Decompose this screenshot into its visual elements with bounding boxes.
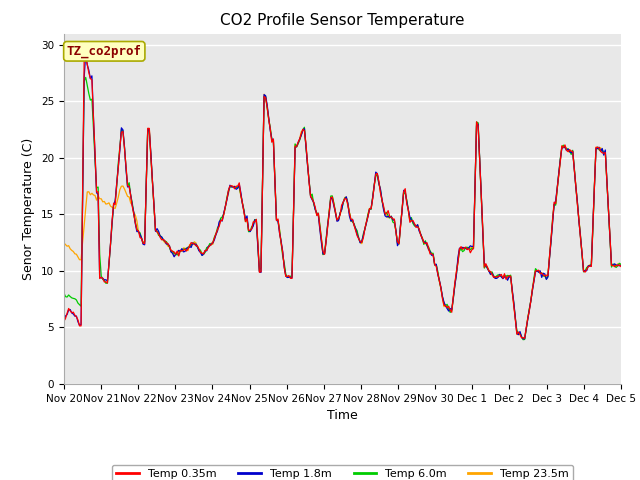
Temp 6.0m [82, 74, 90, 80]
Temp 6.0m [305, 178, 313, 183]
Temp 6.0m [589, 227, 596, 232]
Temp 0.35m [60, 318, 68, 324]
Text: TZ_co2prof: TZ_co2prof [67, 45, 142, 58]
Temp 23.5m [519, 336, 527, 342]
Temp 23.5m [129, 202, 136, 208]
Temp 0.35m [228, 183, 236, 189]
Temp 23.5m [260, 91, 268, 97]
Temp 1.8m [255, 269, 263, 275]
Temp 0.35m [130, 211, 138, 217]
Temp 0.35m [246, 228, 254, 233]
Legend: Temp 0.35m, Temp 1.8m, Temp 6.0m, Temp 23.5m: Temp 0.35m, Temp 1.8m, Temp 6.0m, Temp 2… [112, 465, 573, 480]
Temp 6.0m [246, 228, 254, 234]
Temp 0.35m [82, 56, 90, 61]
Line: Temp 0.35m: Temp 0.35m [64, 59, 621, 338]
Temp 23.5m [244, 228, 252, 233]
Temp 1.8m [228, 184, 236, 190]
Temp 1.8m [82, 50, 90, 56]
Temp 6.0m [519, 337, 527, 343]
Temp 6.0m [60, 290, 68, 296]
Title: CO2 Profile Sensor Temperature: CO2 Profile Sensor Temperature [220, 13, 465, 28]
X-axis label: Time: Time [327, 409, 358, 422]
Temp 6.0m [228, 184, 236, 190]
Temp 6.0m [255, 268, 263, 274]
Temp 23.5m [305, 177, 313, 183]
Temp 6.0m [617, 261, 625, 267]
Temp 6.0m [130, 211, 138, 217]
Temp 0.35m [255, 269, 263, 275]
Temp 1.8m [246, 228, 254, 234]
Temp 23.5m [226, 183, 234, 189]
Temp 23.5m [617, 262, 625, 267]
Temp 1.8m [617, 263, 625, 268]
Temp 23.5m [60, 240, 68, 246]
Temp 0.35m [521, 336, 529, 341]
Line: Temp 23.5m: Temp 23.5m [64, 94, 621, 339]
Temp 1.8m [60, 318, 68, 324]
Temp 0.35m [589, 223, 596, 228]
Temp 23.5m [589, 222, 596, 228]
Line: Temp 1.8m: Temp 1.8m [64, 53, 621, 339]
Line: Temp 6.0m: Temp 6.0m [64, 77, 621, 340]
Temp 1.8m [305, 178, 313, 183]
Temp 0.35m [617, 264, 625, 269]
Y-axis label: Senor Temperature (C): Senor Temperature (C) [22, 138, 35, 280]
Temp 1.8m [130, 210, 138, 216]
Temp 0.35m [305, 179, 313, 185]
Temp 1.8m [521, 336, 529, 342]
Temp 23.5m [254, 242, 262, 248]
Temp 1.8m [589, 221, 596, 227]
